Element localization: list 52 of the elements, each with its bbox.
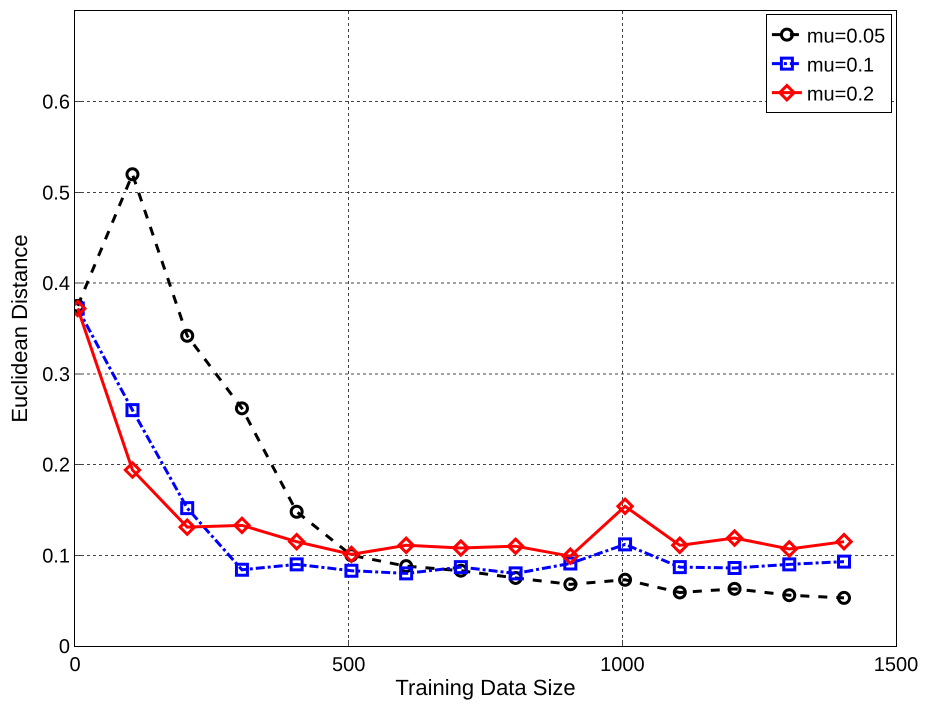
point [837, 554, 851, 569]
y-tick-label: 0.6 [42, 92, 70, 114]
point [234, 401, 249, 416]
point [562, 548, 579, 565]
y-tick-label: 0.3 [42, 364, 70, 386]
point [837, 590, 851, 605]
point [180, 501, 194, 516]
point [342, 546, 360, 564]
point [124, 461, 142, 479]
point [397, 536, 415, 554]
point [454, 560, 468, 574]
point [782, 588, 796, 602]
point [728, 560, 742, 575]
point [290, 504, 304, 519]
x-tick-label: 500 [332, 654, 366, 676]
y-tick-label: 0.5 [42, 182, 70, 204]
point [726, 529, 744, 547]
point [399, 566, 414, 580]
x-tick-label: 1000 [600, 654, 645, 676]
y-axis-title: Euclidean Distance [6, 234, 32, 423]
point [618, 572, 632, 587]
point [344, 564, 358, 578]
point [125, 167, 140, 182]
point [563, 577, 578, 592]
point [233, 516, 251, 534]
point [835, 533, 853, 550]
point [180, 328, 194, 343]
point [672, 560, 687, 574]
y-tick-label: 0.2 [42, 454, 70, 477]
point [288, 533, 306, 550]
point [728, 582, 742, 596]
point [508, 566, 523, 580]
legend-label: mu=0.1 [806, 54, 874, 76]
y-tick-label: 0.1 [42, 545, 70, 568]
y-tick-label: 0 [58, 636, 70, 658]
y-tick-label: 0.4 [42, 273, 70, 296]
point [234, 562, 249, 577]
point [671, 536, 688, 554]
legend-label: mu=0.2 [806, 83, 874, 106]
point [780, 540, 798, 558]
point [125, 403, 140, 418]
point [290, 557, 304, 572]
point [618, 537, 632, 552]
point [672, 585, 687, 600]
point [616, 498, 634, 515]
x-tick-label: 1500 [874, 654, 918, 676]
x-axis-title: Training Data Size [395, 674, 576, 700]
point [178, 518, 196, 536]
point [782, 557, 796, 572]
point [452, 539, 470, 557]
point [506, 538, 524, 555]
legend-label: mu=0.05 [806, 25, 886, 48]
